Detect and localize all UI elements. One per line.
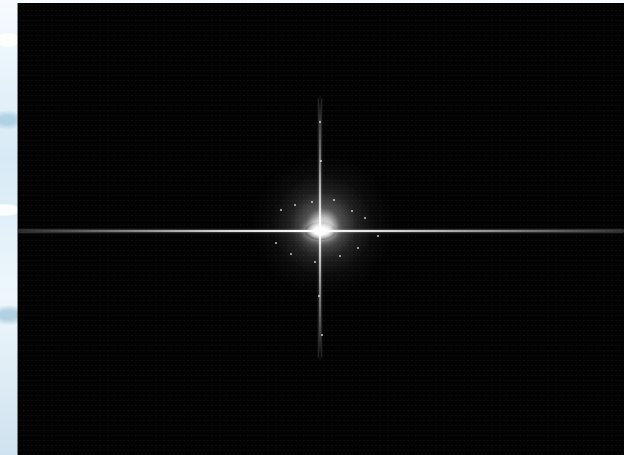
- spectrum-speckle: [364, 217, 366, 219]
- spectrum-speckle: [321, 334, 323, 336]
- spectrum-speckle: [290, 253, 292, 255]
- spectrum-speckle: [319, 121, 321, 123]
- spectrum-speckle: [275, 242, 277, 244]
- spectrum-speckle: [333, 199, 335, 201]
- fourier-spectrum-image: [18, 3, 624, 455]
- spectrum-speckle: [314, 261, 316, 263]
- spectrum-speckle: [339, 255, 341, 257]
- spectrum-speckle: [318, 295, 320, 297]
- spectrum-center-peak: [305, 222, 336, 240]
- spectrum-speckle: [351, 210, 353, 212]
- spectrum-speckle: [311, 201, 313, 203]
- spectrum-speckle: [377, 235, 379, 237]
- spectrum-speckle: [294, 204, 296, 206]
- spectrum-speckle: [280, 209, 282, 211]
- spectrum-speckle: [357, 247, 359, 249]
- spectrum-speckle: [320, 160, 322, 162]
